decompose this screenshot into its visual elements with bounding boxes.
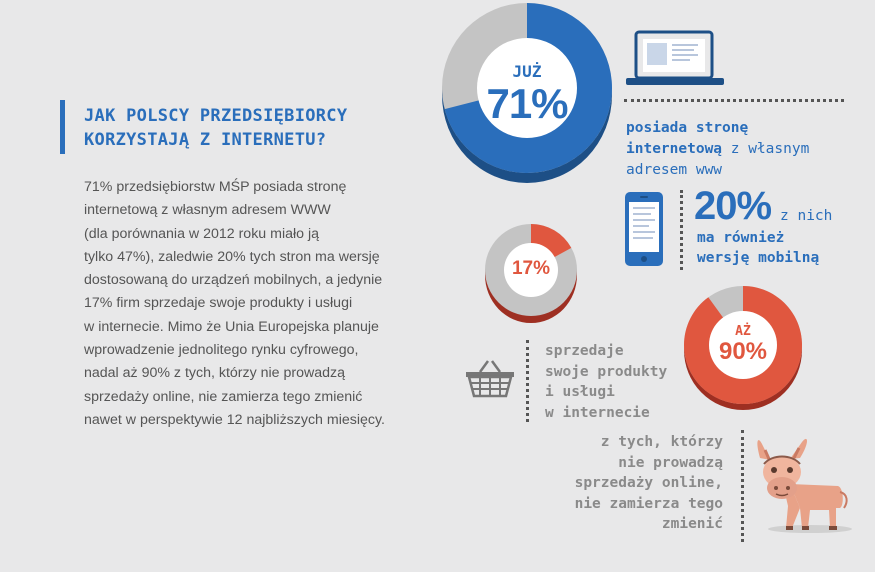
title-line-1: JAK POLSCY PRZEDSIĘBIORCY bbox=[84, 106, 348, 126]
donut-hole bbox=[504, 243, 558, 297]
website-percent: 71% bbox=[486, 80, 568, 127]
no-change-prefix: AŻ bbox=[735, 324, 751, 339]
no-change-caption-line-2: nie prowadzą bbox=[618, 454, 723, 471]
paragraph-line: dostosowaną do urządzeń mobilnych, a jed… bbox=[84, 272, 383, 289]
website-caption-bold: internetową bbox=[626, 141, 723, 157]
website-prefix: JUŻ bbox=[512, 62, 542, 81]
shopping-basket-icon bbox=[466, 360, 514, 398]
donkey-icon bbox=[757, 438, 852, 533]
donut-hole bbox=[477, 38, 577, 138]
smartphone-icon bbox=[625, 192, 663, 266]
no-change-caption: z tych, którzy nie prowadzą sprzedaży on… bbox=[560, 432, 723, 535]
donut-chart-sales bbox=[485, 224, 577, 323]
paragraph-line: w internecie. Mimo że Unia Europejska pl… bbox=[84, 318, 379, 335]
mobile-caption-line-3: wersję mobilną bbox=[697, 250, 820, 266]
paragraph-line: tylko 47%), zaledwie 20% tych stron ma w… bbox=[84, 248, 380, 265]
dotted-divider-vertical bbox=[680, 190, 683, 270]
intro-paragraph: 71% przedsiębiorstw MŚP posiada stronę i… bbox=[84, 176, 424, 432]
mobile-caption-line-2: ma również bbox=[697, 230, 785, 246]
mobile-caption: ma również wersję mobilną bbox=[697, 228, 819, 268]
sales-caption: sprzedaje swoje produkty i usługi w inte… bbox=[545, 341, 667, 423]
page-title: JAK POLSCY PRZEDSIĘBIORCY KORZYSTAJĄ Z I… bbox=[84, 104, 424, 152]
website-caption-line-1: posiada stronę bbox=[626, 120, 749, 136]
sales-caption-line-4: w internecie bbox=[545, 404, 650, 421]
no-change-caption-line-3: sprzedaży online, bbox=[574, 475, 723, 491]
website-caption-line-2: internetową z własnym bbox=[626, 139, 856, 160]
dotted-divider bbox=[624, 99, 844, 102]
laptop-icon bbox=[626, 30, 724, 85]
paragraph-line: sprzedaży online, nie zamierza tego zmie… bbox=[84, 388, 363, 405]
sales-percent: 17% bbox=[511, 258, 551, 279]
donut-chart-no-change bbox=[684, 286, 803, 410]
sales-caption-line-2: swoje produkty bbox=[545, 363, 668, 380]
no-change-caption-line-1: z tych, którzy bbox=[600, 434, 723, 450]
website-caption: posiada stronę internetową z własnym adr… bbox=[626, 118, 856, 181]
sales-caption-line-3: i usługi bbox=[545, 384, 615, 400]
paragraph-line: (dla porównania w 2012 roku miało ją bbox=[84, 225, 320, 242]
donut-chart-website bbox=[442, 3, 612, 183]
paragraph-line: 71% przedsiębiorstw MŚP posiada stronę bbox=[84, 179, 347, 195]
paragraph-line: nadal aż 90% z tych, którzy nie prowadzą bbox=[84, 365, 346, 382]
no-change-caption-line-5: zmienić bbox=[661, 516, 723, 532]
paragraph-line: 17% firm sprzedaje swoje produkty i usłu… bbox=[84, 295, 353, 312]
dotted-divider-vertical bbox=[526, 340, 529, 422]
heading-accent-bar bbox=[60, 100, 65, 154]
dotted-divider-vertical bbox=[741, 430, 744, 542]
donut-hole bbox=[709, 311, 777, 379]
no-change-percent: 90% bbox=[718, 338, 768, 365]
title-line-2: KORZYSTAJĄ Z INTERNETU? bbox=[84, 130, 327, 150]
mobile-percent: 20% bbox=[694, 184, 772, 228]
no-change-caption-line-4: nie zamierza tego bbox=[574, 495, 723, 512]
paragraph-line: wprowadzenie jednolitego rynku cyfrowego… bbox=[84, 342, 359, 359]
website-caption-rest: z własnym bbox=[722, 141, 810, 157]
paragraph-line: internetową z własnym adresem WWW bbox=[84, 202, 331, 219]
paragraph-line: nawet w perspektywie 12 najbliższych mie… bbox=[84, 411, 385, 428]
mobile-caption-line-1: z nich bbox=[780, 208, 833, 224]
website-caption-line-3: adresem www bbox=[626, 162, 723, 178]
sales-caption-line-1: sprzedaje bbox=[545, 343, 624, 359]
